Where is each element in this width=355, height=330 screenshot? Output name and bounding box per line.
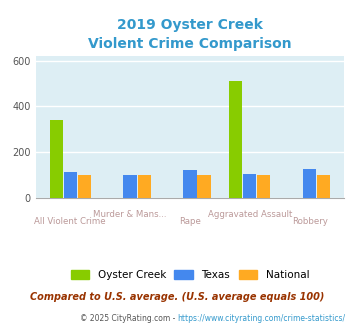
Legend: Oyster Creek, Texas, National: Oyster Creek, Texas, National [71, 270, 309, 280]
Title: 2019 Oyster Creek
Violent Crime Comparison: 2019 Oyster Creek Violent Crime Comparis… [88, 18, 292, 51]
Bar [243, 174, 256, 198]
Bar [78, 175, 91, 198]
Bar [64, 172, 77, 198]
Bar [257, 175, 271, 198]
Bar [183, 170, 197, 198]
Bar [229, 81, 242, 198]
Text: All Violent Crime: All Violent Crime [34, 217, 106, 226]
Text: Murder & Mans...: Murder & Mans... [93, 210, 167, 219]
Bar [124, 175, 137, 198]
Bar [50, 120, 63, 198]
Text: Aggravated Assault: Aggravated Assault [208, 210, 292, 219]
Text: © 2025 CityRating.com -: © 2025 CityRating.com - [80, 314, 178, 323]
Bar [137, 175, 151, 198]
Bar [317, 175, 330, 198]
Text: Robbery: Robbery [292, 217, 328, 226]
Bar [197, 175, 211, 198]
Text: Compared to U.S. average. (U.S. average equals 100): Compared to U.S. average. (U.S. average … [30, 292, 325, 302]
Bar [303, 169, 316, 198]
Text: Rape: Rape [179, 217, 201, 226]
Text: https://www.cityrating.com/crime-statistics/: https://www.cityrating.com/crime-statist… [178, 314, 346, 323]
